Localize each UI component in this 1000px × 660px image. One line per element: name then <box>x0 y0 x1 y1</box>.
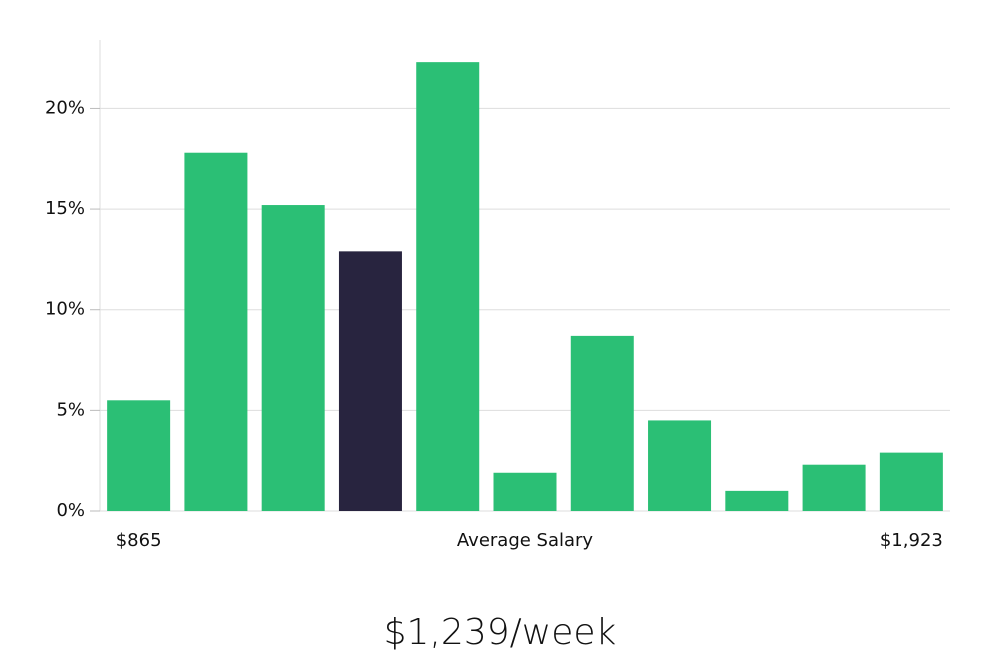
bar <box>570 335 634 511</box>
bar <box>725 490 789 511</box>
y-tick-label: 10% <box>45 299 85 320</box>
bar <box>416 62 480 512</box>
bar <box>879 452 943 511</box>
bar <box>648 420 712 511</box>
x-tick-label: $865 <box>116 530 162 551</box>
x-tick-label: $1,923 <box>880 530 943 551</box>
y-tick-label: 15% <box>45 198 85 219</box>
y-tick-label: 5% <box>56 399 85 420</box>
annotation: $1,239/week <box>384 612 617 653</box>
bar <box>802 464 866 511</box>
x-axis-label: Average Salary <box>457 530 594 551</box>
y-tick-label: 0% <box>56 500 85 521</box>
bar <box>261 205 325 512</box>
bar <box>338 251 402 511</box>
bar <box>184 152 248 511</box>
bar <box>493 472 557 511</box>
bar <box>107 400 171 511</box>
y-tick-label: 20% <box>45 97 85 118</box>
